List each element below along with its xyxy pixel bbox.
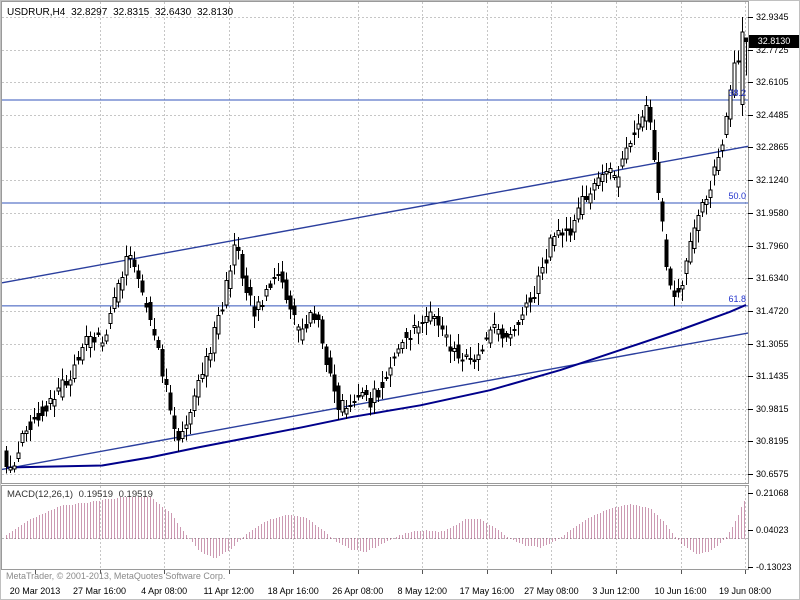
macd-value-2: 0.19519 <box>118 489 153 500</box>
time-axis-label: 11 Apr 12:00 <box>203 586 254 596</box>
macd-axis-label: 0.21068 <box>756 488 789 498</box>
moving-average-line <box>5 303 747 469</box>
time-axis-label: 26 Apr 08:00 <box>332 586 384 596</box>
current-price-marker: 32.8130 <box>749 34 799 48</box>
fibonacci-levels <box>2 99 748 307</box>
time-axis-label: 10 Jun 16:00 <box>654 586 707 596</box>
price-axis-label: 32.6105 <box>756 77 789 88</box>
price-axis-label: 31.4720 <box>756 305 789 316</box>
time-axis-label: 17 May 16:00 <box>459 586 515 596</box>
price-axis-label: 32.9345 <box>756 12 789 22</box>
macd-value-1: 0.19519 <box>78 489 113 500</box>
price-axis-label: 31.3055 <box>756 338 789 349</box>
macd-histogram <box>2 497 748 558</box>
axis-tick-marks <box>35 17 753 574</box>
time-axis-label: 27 Mar 16:00 <box>73 586 127 596</box>
price-axis-label: 31.6340 <box>756 273 789 283</box>
macd-axis-label: -0.13023 <box>756 562 792 572</box>
time-axis-label: 8 May 12:00 <box>397 586 448 596</box>
macd-indicator-label: MACD(12,26,1) 0.19519 0.19519 <box>7 489 156 500</box>
time-axis-label: 27 May 08:00 <box>524 586 579 596</box>
macd-axis-label: 0.04023 <box>756 524 789 535</box>
fib-level-label: 38.2 <box>728 87 746 98</box>
price-axis-label: 31.7960 <box>756 240 789 251</box>
symbol-timeframe-label: USDRUR,H4 <box>7 7 66 18</box>
high-value: 32.8315 <box>113 7 150 18</box>
time-axis-label: 19 Jun 08:00 <box>719 586 772 596</box>
price-axis-label: 32.2865 <box>756 142 789 153</box>
copyright-text: MetaTrader, © 2001-2013, MetaQuotes Soft… <box>6 571 226 581</box>
price-axis-label: 32.4485 <box>756 109 789 120</box>
price-axis-label: 31.1435 <box>756 371 789 382</box>
fib-level-label: 50.0 <box>728 190 746 201</box>
time-axis-label: 3 Jun 12:00 <box>592 586 640 596</box>
candlesticks <box>4 16 749 474</box>
symbol-ohlc-info: USDRUR,H4 32.8297 32.8315 32.6430 32.813… <box>7 7 236 18</box>
low-value: 32.6430 <box>155 7 192 18</box>
macd-name: MACD(12,26,1) <box>7 489 73 500</box>
time-axis-label: 18 Apr 16:00 <box>267 586 319 596</box>
price-axis-label: 30.6575 <box>756 469 789 479</box>
price-axis-label: 30.9815 <box>756 403 789 414</box>
fib-level-label: 61.8 <box>728 293 746 304</box>
price-axis-label: 30.8195 <box>756 436 789 447</box>
price-axis-label: 32.7725 <box>756 44 789 55</box>
time-axis-label: 20 Mar 2013 <box>9 586 61 596</box>
time-axis[interactable]: 20 Mar 2013 27 Mar 16:00 4 Apr 08:00 11 Apr… <box>0 586 800 599</box>
open-value: 32.8297 <box>71 7 108 18</box>
close-value: 32.8130 <box>196 7 234 18</box>
price-axis[interactable]: 32.9345 32.7725 32.6105 32.4485 32.2865 32.12… <box>749 0 800 600</box>
price-axis-label: 31.9580 <box>756 207 789 218</box>
price-axis-label: 32.1240 <box>756 174 789 185</box>
time-axis-label: 4 Apr 08:00 <box>141 586 188 596</box>
